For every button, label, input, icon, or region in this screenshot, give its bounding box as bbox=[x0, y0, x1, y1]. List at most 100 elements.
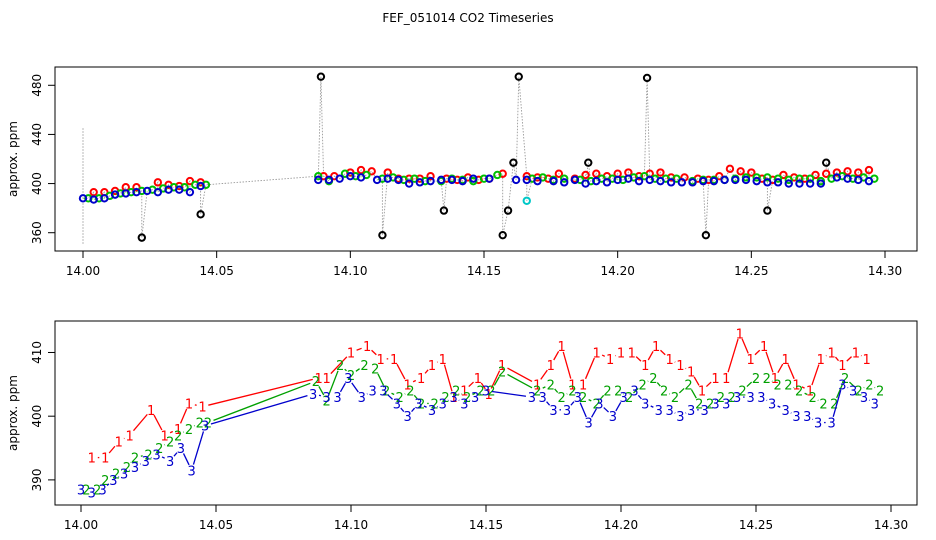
segment-1 bbox=[424, 369, 429, 374]
point-label-3: 3 bbox=[792, 410, 800, 425]
point-label-1: 1 bbox=[347, 346, 355, 361]
segment-2 bbox=[600, 394, 605, 400]
point-1 bbox=[779, 170, 788, 180]
point-2 bbox=[672, 174, 681, 183]
point-3 bbox=[709, 176, 719, 186]
segment-1 bbox=[801, 386, 805, 389]
point-2 bbox=[763, 173, 772, 182]
segment-1 bbox=[480, 382, 486, 390]
y-tick-label: 480 bbox=[30, 74, 44, 97]
point-label-1: 1 bbox=[760, 340, 768, 355]
point-label-1: 1 bbox=[377, 353, 385, 368]
point-label-3: 3 bbox=[687, 404, 695, 419]
point-3 bbox=[592, 176, 601, 186]
point-label-3: 3 bbox=[574, 391, 582, 406]
segment-1 bbox=[468, 381, 474, 388]
point-label-1: 1 bbox=[617, 346, 625, 361]
point-label-1: 1 bbox=[792, 378, 800, 393]
point-label-2: 2 bbox=[579, 391, 587, 406]
point-label-2: 2 bbox=[649, 372, 657, 387]
point-2 bbox=[752, 173, 761, 182]
point-label-3: 3 bbox=[177, 442, 185, 457]
point-label-2: 2 bbox=[347, 369, 355, 384]
point-label-2: 2 bbox=[819, 397, 827, 412]
segment-3 bbox=[351, 382, 359, 393]
point-label-2: 2 bbox=[660, 385, 668, 400]
segment-2 bbox=[633, 387, 639, 394]
point-3 bbox=[795, 179, 804, 188]
point-label-3: 3 bbox=[439, 397, 447, 412]
segment-2 bbox=[355, 368, 360, 372]
point-label-1: 1 bbox=[547, 359, 555, 374]
segment-1 bbox=[371, 349, 377, 356]
point-label-3: 3 bbox=[539, 391, 547, 406]
point-label-1: 1 bbox=[806, 385, 814, 400]
point-3 bbox=[533, 176, 542, 186]
point-1 bbox=[747, 168, 756, 177]
point-3 bbox=[752, 176, 761, 186]
point-label-2: 2 bbox=[784, 378, 792, 393]
point-label-3: 3 bbox=[77, 483, 85, 498]
point-label-2: 2 bbox=[395, 391, 403, 406]
point-label-2: 2 bbox=[684, 378, 692, 393]
point-label-2: 2 bbox=[738, 385, 746, 400]
point-label-3: 3 bbox=[733, 391, 741, 406]
point-3 bbox=[763, 178, 772, 187]
point-3 bbox=[666, 178, 676, 187]
point-label-2: 2 bbox=[360, 359, 368, 374]
point-3 bbox=[805, 179, 815, 188]
point-label-1: 1 bbox=[817, 353, 825, 368]
point-3 bbox=[78, 194, 88, 203]
point-label-3: 3 bbox=[166, 455, 174, 470]
top-panel: approx. ppm 14.00 14.05 14.10 14.15 14.20 14.… bbox=[6, 66, 918, 278]
point-label-1: 1 bbox=[568, 378, 576, 393]
point-outlier bbox=[316, 72, 326, 81]
y-tick-label: 400 bbox=[30, 405, 44, 428]
point-label-3: 3 bbox=[838, 378, 846, 393]
point-label-3: 3 bbox=[676, 410, 684, 425]
point-label-2: 2 bbox=[406, 385, 414, 400]
point-3 bbox=[89, 195, 98, 204]
point-label-2: 2 bbox=[144, 448, 152, 463]
point-label-1: 1 bbox=[652, 340, 660, 355]
point-label-2: 2 bbox=[82, 483, 90, 498]
point-1 bbox=[185, 176, 195, 186]
segment-3 bbox=[650, 405, 654, 408]
bottom-y-axis-label: approx. ppm bbox=[6, 375, 20, 451]
point-label-1: 1 bbox=[628, 346, 636, 361]
point-1 bbox=[367, 167, 376, 176]
point-3 bbox=[153, 187, 163, 197]
segment-1 bbox=[777, 363, 784, 374]
segment-2 bbox=[493, 376, 500, 386]
point-2 bbox=[493, 170, 502, 180]
point-2 bbox=[795, 174, 804, 183]
point-3 bbox=[185, 187, 195, 197]
point-label-2: 2 bbox=[717, 391, 725, 406]
point-label-3: 3 bbox=[460, 397, 468, 412]
point-label-2: 2 bbox=[204, 417, 212, 432]
point-3 bbox=[816, 179, 826, 188]
x-tick-label: 14.30 bbox=[868, 264, 902, 278]
point-label-1: 1 bbox=[593, 346, 601, 361]
point-3 bbox=[784, 179, 793, 188]
segment-1 bbox=[132, 413, 148, 432]
point-label-2: 2 bbox=[876, 385, 884, 400]
point-label-3: 3 bbox=[333, 391, 341, 406]
point-label-1: 1 bbox=[498, 359, 506, 374]
point-label-3: 3 bbox=[379, 385, 387, 400]
y-tick-label: 360 bbox=[30, 221, 44, 244]
x-tick-label: 14.15 bbox=[467, 264, 501, 278]
point-label-2: 2 bbox=[614, 385, 622, 400]
point-label-3: 3 bbox=[428, 404, 436, 419]
point-label-3: 3 bbox=[201, 420, 209, 435]
segment-3 bbox=[192, 431, 205, 465]
point-label-1: 1 bbox=[363, 340, 371, 355]
point-2 bbox=[314, 172, 323, 181]
point-label-3: 3 bbox=[88, 487, 96, 502]
segment-1 bbox=[635, 356, 642, 362]
point-3 bbox=[581, 179, 590, 188]
point-label-3: 3 bbox=[757, 391, 765, 406]
point-3 bbox=[731, 175, 740, 185]
point-label-2: 2 bbox=[773, 378, 781, 393]
